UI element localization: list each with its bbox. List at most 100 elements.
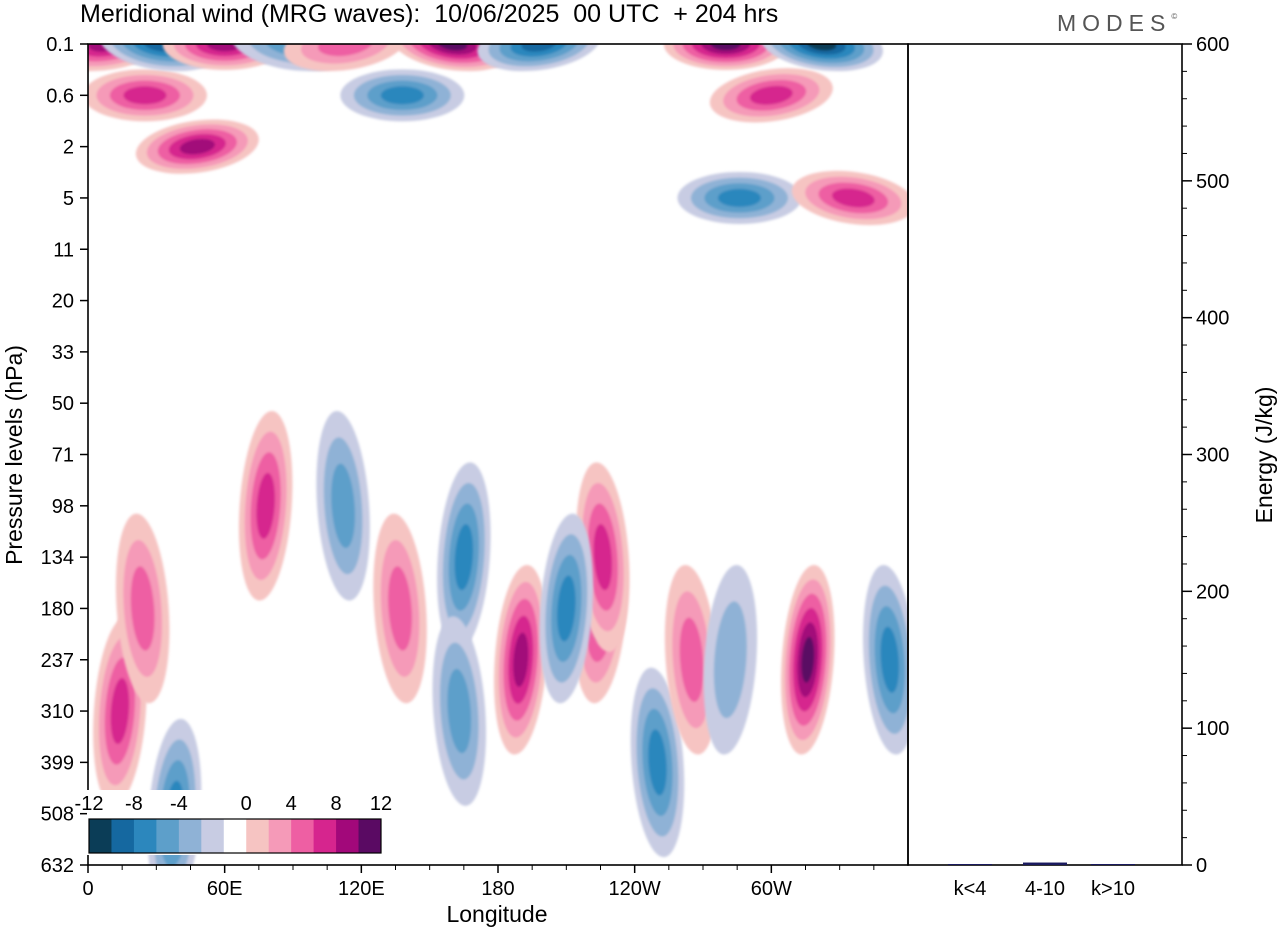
contour-feature bbox=[340, 69, 465, 122]
contour-feature bbox=[283, 44, 407, 72]
colorbar-swatch bbox=[246, 819, 270, 853]
contour-feature bbox=[703, 564, 758, 755]
pressure-tick-label: 0.1 bbox=[46, 34, 74, 56]
colorbar-label: 8 bbox=[331, 793, 342, 815]
energy-tick-label: 500 bbox=[1196, 171, 1229, 193]
pressure-tick-label: 50 bbox=[52, 393, 74, 415]
contour-level bbox=[130, 566, 155, 651]
contour-feature bbox=[663, 44, 788, 70]
contour-feature bbox=[791, 170, 908, 226]
colorbar-swatch bbox=[156, 819, 180, 853]
energy-category-labels: k<4 4-10 k>10 bbox=[954, 878, 1135, 900]
contour-level bbox=[749, 85, 793, 105]
colorbar-label: 4 bbox=[286, 793, 297, 815]
contour-feature bbox=[373, 513, 427, 704]
pressure-tick-label: 237 bbox=[41, 650, 74, 672]
colorbar-swatch bbox=[336, 819, 360, 853]
longitude-tick-label: 0 bbox=[82, 878, 93, 900]
energy-tick-label: 600 bbox=[1196, 34, 1229, 56]
pressure-tick-label: 632 bbox=[41, 855, 74, 877]
contour-level bbox=[648, 729, 667, 796]
longitude-tick-label: 120W bbox=[609, 878, 661, 900]
pressure-tick-label: 33 bbox=[52, 342, 74, 364]
contour-level bbox=[679, 617, 704, 702]
longitude-axis-title: Longitude bbox=[446, 901, 547, 927]
contour-level bbox=[256, 472, 275, 539]
energy-bars bbox=[948, 862, 1135, 865]
energy-bar bbox=[948, 864, 992, 865]
colorbar-swatch bbox=[291, 819, 315, 853]
contour-feature bbox=[863, 564, 908, 755]
contour-level bbox=[510, 44, 568, 57]
longitude-axis: 0 60E 120E 180 120W 60W bbox=[82, 865, 875, 900]
chart-title: Meridional wind (MRG waves): 10/06/2025 … bbox=[80, 0, 779, 28]
contour-level bbox=[388, 566, 412, 651]
colorbar-swatch bbox=[313, 819, 337, 853]
pressure-tick-label: 508 bbox=[41, 804, 74, 826]
contour-level bbox=[593, 524, 613, 591]
contour-feature bbox=[781, 564, 835, 755]
energy-category-label: k<4 bbox=[954, 878, 987, 900]
colorbar-label: -4 bbox=[170, 793, 188, 815]
contour-level bbox=[831, 188, 875, 208]
energy-tick-label: 200 bbox=[1196, 581, 1229, 603]
contour-level bbox=[437, 44, 468, 51]
energy-axis-title: Energy (J/kg) bbox=[1251, 387, 1277, 524]
colorbar-swatch bbox=[201, 819, 225, 853]
contour-feature bbox=[494, 564, 548, 755]
energy-tick-label: 100 bbox=[1196, 718, 1229, 740]
contour-feature bbox=[539, 513, 594, 704]
energy-frame bbox=[907, 43, 1183, 866]
colorbar-swatch bbox=[358, 819, 382, 853]
contour-level bbox=[428, 44, 477, 55]
contour-feature bbox=[432, 616, 487, 806]
contour-level bbox=[710, 44, 741, 51]
contour-level bbox=[179, 138, 215, 155]
contour-level bbox=[801, 636, 815, 683]
colorbar-swatch bbox=[178, 819, 202, 853]
contour-feature bbox=[238, 411, 293, 601]
contour-feature bbox=[135, 119, 259, 174]
energy-tick-label: 300 bbox=[1196, 445, 1229, 467]
contour-level bbox=[206, 44, 243, 52]
contour-feature bbox=[677, 171, 802, 224]
contour-feature bbox=[630, 667, 685, 858]
pressure-tick-label: 2 bbox=[63, 137, 74, 159]
colorbar-outline bbox=[88, 818, 382, 854]
contour-feature bbox=[709, 68, 833, 123]
energy-category-label: 4-10 bbox=[1025, 878, 1065, 900]
colorbar-label: -8 bbox=[125, 793, 143, 815]
contour-level bbox=[454, 524, 474, 591]
energy-bar bbox=[1023, 862, 1067, 865]
contour-level bbox=[797, 44, 846, 55]
pressure-tick-label: 310 bbox=[41, 701, 74, 723]
modes-logo: MODES© bbox=[1057, 10, 1178, 36]
contour-level bbox=[447, 668, 472, 754]
contour-level bbox=[713, 601, 747, 719]
pressure-tick-label: 71 bbox=[52, 445, 74, 467]
contour-level bbox=[331, 463, 356, 548]
contour-level bbox=[513, 632, 529, 687]
energy-bar bbox=[1091, 864, 1135, 865]
colorbar-swatch bbox=[268, 819, 292, 853]
contour-level bbox=[123, 86, 167, 105]
pressure-tick-label: 180 bbox=[41, 598, 74, 620]
longitude-tick-label: 180 bbox=[481, 878, 514, 900]
pressure-tick-label: 134 bbox=[41, 547, 74, 569]
longitude-tick-label: 60E bbox=[207, 878, 243, 900]
pressure-axis-title: Pressure levels (hPa) bbox=[1, 345, 27, 565]
colorbar-swatch bbox=[89, 819, 112, 853]
colorbar-label: 0 bbox=[241, 793, 252, 815]
contour-level bbox=[300, 44, 390, 64]
contour-feature bbox=[115, 513, 170, 704]
colorbar-swatch bbox=[133, 819, 157, 853]
colorbar-swatch bbox=[223, 819, 247, 853]
contour-feature bbox=[88, 69, 207, 122]
colorbar-label: -12 bbox=[75, 793, 104, 815]
energy-axis: 0 100 200 300 400 500 600 bbox=[1182, 34, 1229, 877]
contour-feature bbox=[437, 462, 491, 652]
pressure-tick-label: 5 bbox=[63, 188, 74, 210]
pressure-axis: 0.1 0.6 2 5 11 20 33 50 71 98 134 180 237 310 399 508 63… bbox=[41, 34, 88, 877]
contour-field bbox=[88, 44, 908, 865]
longitude-tick-label: 120E bbox=[338, 878, 385, 900]
